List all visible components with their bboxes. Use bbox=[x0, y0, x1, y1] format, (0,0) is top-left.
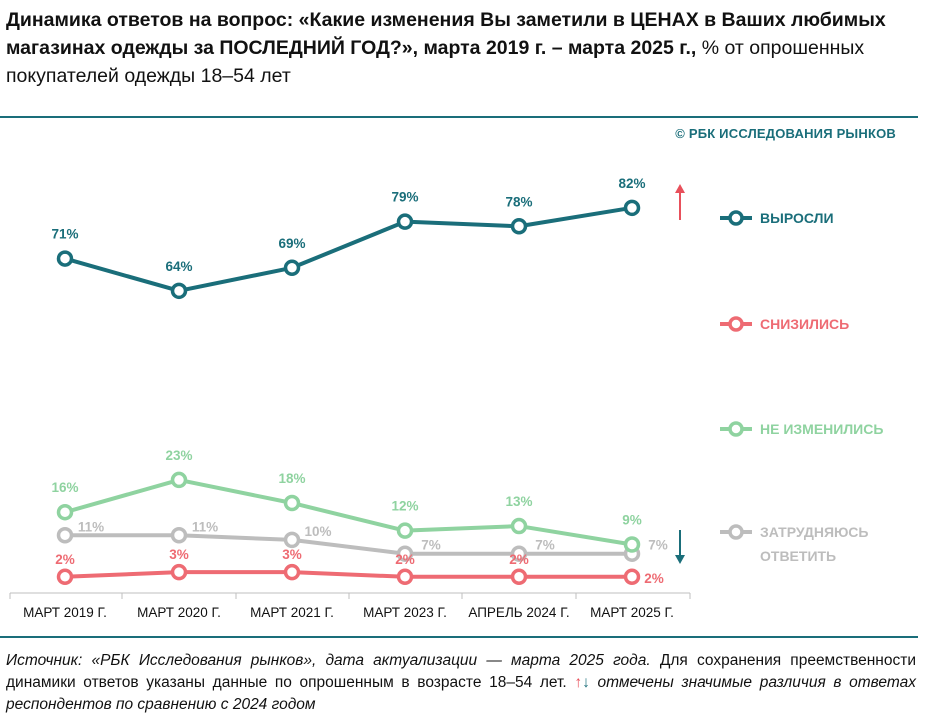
data-label: 10% bbox=[304, 524, 331, 539]
data-point bbox=[56, 250, 74, 267]
data-label: 23% bbox=[165, 448, 192, 463]
legend-label: ВЫРОСЛИ bbox=[760, 210, 834, 226]
data-label: 16% bbox=[51, 480, 78, 495]
arrow-up-icon: ↑ bbox=[574, 674, 583, 691]
legend-label: СНИЗИЛИСЬ bbox=[760, 316, 849, 332]
data-point bbox=[283, 259, 301, 277]
data-point bbox=[510, 218, 528, 235]
data-label: 11% bbox=[78, 519, 104, 534]
legend-label: НЕ ИЗМЕНИЛИСЬ bbox=[760, 421, 883, 437]
source-text-1: Источник: «РБК Исследования рынков», дат… bbox=[6, 652, 651, 669]
data-label: 3% bbox=[282, 547, 302, 562]
data-label: 7% bbox=[535, 538, 555, 553]
x-tick-label: МАРТ 2023 Г. bbox=[363, 605, 447, 620]
data-label: 69% bbox=[278, 236, 305, 251]
source-text-3: отмечены значимые различия в ответах рес… bbox=[6, 674, 916, 713]
x-tick-label: МАРТ 2020 Г. bbox=[137, 605, 221, 620]
data-point bbox=[170, 563, 188, 581]
arrow-down-icon: ↓ bbox=[582, 674, 590, 691]
x-tick-label: АПРЕЛЬ 2024 Г. bbox=[468, 605, 569, 620]
source-note: Источник: «РБК Исследования рынков», дат… bbox=[6, 650, 916, 716]
data-label: 9% bbox=[622, 512, 642, 527]
data-point bbox=[396, 568, 414, 586]
data-label: 3% bbox=[169, 547, 189, 562]
data-label: 2% bbox=[644, 571, 664, 586]
source-text-2: Для сохранения преемственности динамики … bbox=[6, 652, 916, 691]
data-point bbox=[510, 568, 528, 586]
data-point bbox=[623, 536, 641, 553]
data-label: 79% bbox=[391, 190, 418, 205]
bottom-divider bbox=[0, 636, 918, 638]
legend-marker bbox=[728, 524, 744, 540]
arrow-up-icon-head bbox=[675, 184, 685, 193]
x-tick-label: МАРТ 2021 Г. bbox=[250, 605, 334, 620]
data-point bbox=[56, 568, 74, 586]
x-tick-label: МАРТ 2025 Г. bbox=[590, 605, 674, 620]
data-label: 2% bbox=[395, 552, 415, 567]
data-label: 18% bbox=[278, 471, 305, 486]
data-point bbox=[623, 199, 641, 217]
line-chart: МАРТ 2019 Г. МАРТ 2020 Г. МАРТ 2021 Г. МАРТ… bbox=[9, 176, 883, 620]
data-label: 64% bbox=[165, 259, 192, 274]
legend-marker bbox=[728, 421, 744, 437]
chart-title: Динамика ответов на вопрос: «Какие измен… bbox=[6, 6, 920, 90]
data-point bbox=[283, 531, 301, 549]
data-label: 7% bbox=[421, 538, 441, 553]
data-point bbox=[396, 213, 414, 230]
data-point bbox=[170, 527, 188, 544]
data-point bbox=[56, 527, 74, 544]
series-line bbox=[65, 533, 632, 556]
legend-label: ОТВЕТИТЬ bbox=[760, 548, 836, 564]
data-label: 2% bbox=[509, 552, 529, 567]
data-label: 71% bbox=[51, 227, 78, 242]
legend-marker bbox=[728, 316, 744, 332]
data-point bbox=[396, 522, 414, 539]
data-point bbox=[623, 568, 641, 586]
data-label: 78% bbox=[505, 194, 532, 209]
series-line bbox=[64, 477, 633, 547]
top-divider bbox=[0, 116, 918, 118]
copyright-label: © РБК ИССЛЕДОВАНИЯ РЫНКОВ bbox=[675, 126, 896, 141]
x-tick-label: МАРТ 2019 Г. bbox=[23, 605, 107, 620]
title-rest: % от опрошенных покупателей одежды 18–54… bbox=[6, 37, 865, 87]
series-line bbox=[64, 570, 632, 579]
data-label: 13% bbox=[505, 494, 532, 509]
data-point bbox=[170, 471, 188, 489]
data-point bbox=[170, 282, 188, 300]
series-line bbox=[64, 205, 633, 293]
data-label: 11% bbox=[192, 519, 218, 534]
data-point bbox=[510, 517, 528, 535]
data-point bbox=[283, 563, 301, 581]
data-label: 7% bbox=[648, 538, 668, 553]
data-point bbox=[510, 545, 528, 562]
data-label: 12% bbox=[391, 499, 418, 514]
legend-label: ЗАТРУДНЯЮСЬ bbox=[760, 524, 868, 540]
legend-marker bbox=[728, 210, 744, 226]
data-point bbox=[396, 545, 414, 562]
arrow-down-icon-head bbox=[675, 555, 685, 564]
data-label: 2% bbox=[55, 552, 75, 567]
data-label: 82% bbox=[618, 176, 645, 191]
title-bold: Динамика ответов на вопрос: «Какие измен… bbox=[6, 9, 886, 59]
data-point bbox=[283, 494, 301, 512]
data-point bbox=[56, 503, 74, 521]
